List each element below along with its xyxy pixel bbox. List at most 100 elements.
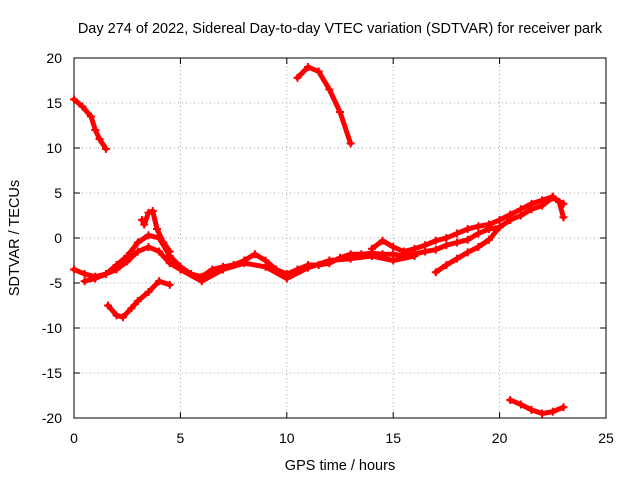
data-point	[463, 235, 472, 244]
data-point	[325, 85, 334, 94]
data-point	[95, 135, 104, 143]
x-tick-label: 25	[598, 430, 614, 446]
data-point	[70, 95, 78, 104]
data-point	[240, 259, 249, 268]
data-point	[165, 247, 174, 256]
data-point	[127, 304, 136, 313]
data-point	[463, 225, 472, 233]
data-point	[442, 234, 451, 242]
y-tick-label: 0	[54, 230, 62, 246]
data-point	[548, 407, 557, 416]
data-point	[80, 270, 89, 278]
data-point	[474, 243, 483, 251]
data-point	[495, 216, 504, 224]
x-tick-label: 10	[279, 430, 295, 446]
data-point	[314, 67, 323, 76]
data-point	[70, 265, 78, 274]
y-tick-label: -10	[42, 320, 62, 336]
data-point	[325, 256, 334, 265]
data-point	[155, 277, 164, 286]
data-point	[293, 73, 302, 82]
data-point	[527, 199, 536, 208]
plot-series	[70, 63, 568, 418]
data-point	[548, 192, 557, 201]
data-point	[453, 254, 462, 263]
data-point	[165, 280, 174, 289]
data-point	[516, 400, 525, 409]
data-point	[431, 236, 440, 245]
y-tick-label: 20	[46, 50, 62, 66]
data-point	[484, 235, 493, 244]
data-point	[140, 220, 149, 229]
y-tick-label: -15	[42, 365, 62, 381]
data-point	[495, 223, 504, 232]
data-point	[367, 244, 376, 253]
data-point	[261, 262, 270, 271]
data-point	[218, 265, 227, 274]
data-point	[101, 270, 110, 278]
data-point	[155, 247, 164, 256]
series-track-a-decline	[71, 96, 109, 152]
data-point	[87, 112, 96, 121]
data-point	[336, 108, 344, 116]
data-point	[506, 396, 515, 404]
series-track-b-peak	[294, 64, 354, 146]
x-tick-label: 20	[492, 430, 508, 446]
data-point	[118, 313, 127, 322]
y-tick-label: 10	[46, 140, 62, 156]
data-point	[112, 311, 121, 320]
data-point	[463, 248, 472, 257]
x-axis: 0 5 10 15 20 25	[70, 58, 614, 446]
data-point	[442, 241, 451, 250]
data-point	[197, 277, 206, 286]
data-point	[80, 277, 89, 286]
data-point	[304, 263, 313, 272]
y-tick-label: 5	[54, 185, 62, 201]
y-axis: -20 -15 -10 -5 0 5 10 15 20	[42, 50, 606, 426]
data-point	[133, 247, 142, 256]
data-point	[410, 252, 419, 260]
data-point	[144, 243, 153, 251]
y-axis-label: SDTVAR / TECUs	[7, 180, 23, 296]
data-point	[367, 252, 376, 260]
data-point	[304, 63, 313, 71]
data-point	[159, 238, 168, 247]
data-point	[442, 261, 451, 269]
data-point	[506, 210, 515, 219]
data-point	[91, 126, 100, 134]
data-point	[474, 222, 483, 231]
data-point	[144, 231, 153, 240]
data-point	[148, 207, 157, 215]
data-point	[474, 229, 483, 238]
x-tick-label: 5	[177, 430, 185, 446]
data-point	[555, 198, 564, 206]
data-point	[527, 405, 536, 414]
y-tick-label: 15	[46, 95, 62, 111]
data-point	[484, 220, 493, 229]
data-point	[104, 301, 113, 310]
data-point	[144, 208, 153, 217]
y-tick-label: -5	[50, 275, 63, 291]
data-point	[282, 274, 291, 283]
data-point	[559, 403, 568, 412]
data-point	[91, 274, 100, 283]
data-point	[453, 238, 462, 247]
x-tick-label: 15	[385, 430, 401, 446]
y-tick-label: -20	[42, 410, 62, 426]
data-point	[389, 256, 398, 265]
data-point	[346, 254, 355, 263]
data-point	[516, 205, 525, 214]
chart-title: Day 274 of 2022, Sidereal Day-to-day VTE…	[78, 21, 603, 37]
data-point	[133, 297, 142, 305]
data-point	[378, 236, 387, 245]
data-point	[165, 259, 174, 268]
data-point	[538, 196, 547, 205]
data-point	[346, 139, 355, 148]
x-axis-label: GPS time / hours	[285, 458, 395, 474]
data-point	[152, 225, 161, 233]
data-point	[431, 245, 440, 254]
data-point	[123, 257, 132, 266]
data-point	[410, 244, 419, 253]
data-point	[538, 409, 547, 418]
data-point	[101, 144, 110, 153]
